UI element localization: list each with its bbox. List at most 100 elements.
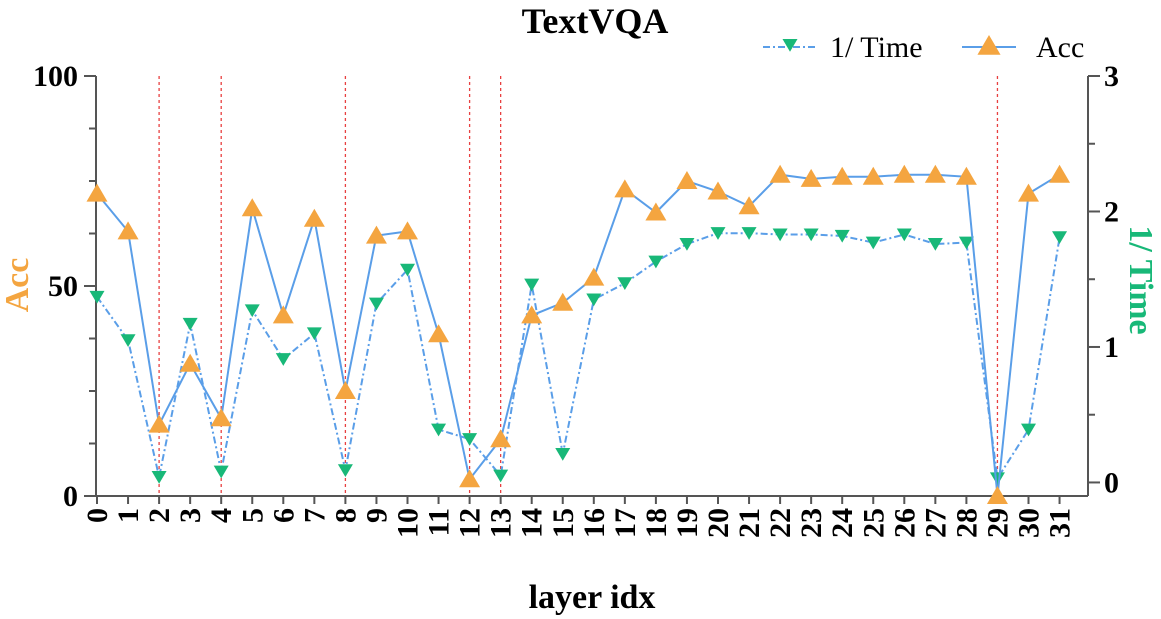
time-point (462, 433, 478, 446)
time-point (1052, 231, 1068, 244)
legend-time-label: 1/ Time (830, 31, 923, 64)
acc-point (738, 196, 760, 215)
x-tick-label: 27 (919, 508, 952, 538)
x-tick-label: 4 (205, 508, 238, 523)
acc-point (272, 305, 294, 324)
acc-point (552, 292, 574, 311)
x-tick-label: 11 (423, 508, 456, 536)
x-tick-label: 7 (298, 508, 331, 523)
x-tick-label: 29 (981, 508, 1014, 538)
acc-point (1018, 183, 1039, 202)
time-point (648, 255, 664, 269)
time-point (834, 229, 850, 243)
time-point (493, 469, 509, 483)
time-point (617, 277, 633, 291)
x-tick-label: 13 (485, 508, 518, 538)
x-tick-label: 31 (1044, 508, 1077, 538)
acc-point (955, 166, 977, 185)
acc-point (179, 353, 201, 372)
x-tick-label: 19 (671, 508, 704, 538)
time-point (679, 238, 695, 251)
acc-point (924, 164, 946, 183)
time-point (213, 465, 229, 479)
x-axis-label: layer idx (529, 579, 656, 616)
acc-point (769, 164, 791, 183)
x-tick-label: 0 (81, 508, 114, 523)
acc-point (986, 486, 1008, 504)
time-point (958, 236, 974, 250)
acc-point (614, 179, 636, 198)
acc-point (86, 183, 108, 202)
acc-point (459, 469, 481, 488)
acc-series-line (96, 173, 1061, 497)
time-point (431, 423, 447, 437)
y-axis-left-label: Acc (0, 258, 36, 313)
acc-point (148, 414, 170, 433)
time-point (89, 290, 105, 304)
acc-point (583, 267, 605, 286)
chart-title: TextVQA (522, 1, 669, 41)
time-point (586, 293, 602, 307)
x-tick-label: 20 (702, 508, 735, 538)
acc-point (334, 381, 356, 399)
y-axis-right-label: 1/ Time (1122, 225, 1159, 334)
time-series-line (96, 232, 1061, 482)
time-point (524, 278, 540, 292)
acc-point (831, 166, 853, 185)
y-left-tick-label: 50 (48, 270, 78, 303)
x-tick-label: 18 (640, 508, 673, 538)
x-tick-label: 21 (733, 508, 766, 538)
acc-point (862, 166, 884, 185)
acc-point (645, 202, 667, 221)
x-tick-label: 1 (112, 508, 145, 523)
time-point (865, 236, 881, 250)
x-tick-label: 12 (454, 508, 487, 538)
x-tick-label: 10 (392, 508, 425, 538)
acc-point (365, 225, 387, 244)
y-right-tick-label: 3 (1104, 60, 1119, 93)
acc-point (210, 408, 232, 427)
plot-area: 0501000123012345678910111213141516171819… (33, 60, 1119, 538)
y-right-tick-label: 0 (1104, 466, 1119, 499)
time-point (275, 353, 291, 366)
x-tick-label: 6 (267, 508, 300, 523)
time-point (741, 227, 757, 240)
legend-time-marker (782, 39, 798, 52)
acc-point (707, 181, 729, 200)
legend-acc-marker (977, 35, 1001, 55)
x-tick-label: 30 (1013, 508, 1046, 538)
x-tick-label: 23 (795, 508, 828, 538)
y-right-tick-label: 2 (1104, 195, 1119, 228)
x-tick-label: 26 (888, 508, 921, 538)
time-point (927, 238, 943, 251)
time-point (337, 464, 353, 478)
time-point (306, 327, 322, 341)
time-point (772, 228, 788, 242)
x-tick-label: 14 (516, 508, 549, 538)
time-point (120, 334, 136, 347)
x-tick-label: 3 (174, 508, 207, 523)
time-point (710, 227, 726, 240)
time-point (151, 471, 167, 484)
x-tick-label: 2 (143, 508, 176, 523)
y-right-tick-label: 1 (1104, 331, 1119, 364)
acc-point (397, 221, 418, 240)
legend: 1/ Time Acc (763, 31, 1084, 64)
time-point (244, 304, 260, 318)
time-point (368, 297, 384, 311)
time-point (989, 472, 1005, 486)
acc-point (521, 305, 543, 324)
time-point (896, 228, 912, 242)
acc-point (800, 168, 822, 187)
time-point (555, 448, 571, 461)
x-tick-label: 28 (950, 508, 983, 538)
acc-point (676, 171, 698, 189)
x-tick-label: 15 (547, 508, 580, 538)
acc-point (303, 208, 325, 227)
acc-point (893, 164, 915, 183)
x-tick-label: 25 (857, 508, 890, 538)
y-left-tick-label: 100 (33, 60, 78, 93)
time-point (1021, 423, 1036, 437)
time-point (803, 228, 819, 242)
